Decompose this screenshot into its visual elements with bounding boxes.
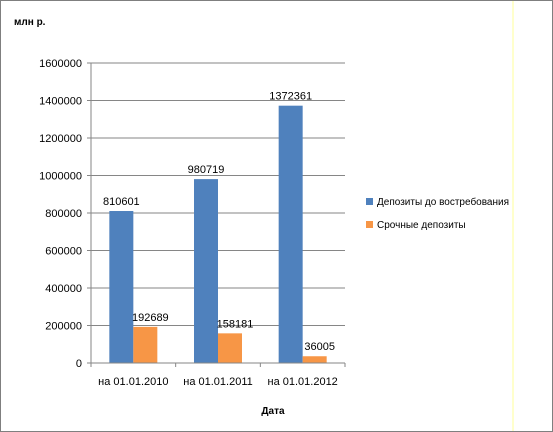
y-tick-labels: 0 200000 400000 600000 800000 1000000 1200000 1…: [39, 58, 91, 370]
bar: [133, 326, 158, 363]
y-axis-title: млн р.: [14, 17, 46, 28]
data-label: 158181: [217, 318, 254, 330]
y-tick-label: 1600000: [39, 58, 82, 70]
legend-label: Срочные депозиты: [377, 220, 466, 231]
y-tick-label: 0: [76, 358, 82, 370]
y-tick-label: 1400000: [39, 96, 82, 108]
x-tick-labels: на 01.01.2010 на 01.01.2011 на 01.01.2012: [90, 363, 346, 388]
bar: [278, 105, 303, 363]
bar: [302, 356, 327, 363]
x-axis-title: Дата: [261, 406, 285, 417]
x-tick-label: на 01.01.2010: [98, 376, 168, 388]
legend-label: Депозиты до востребования: [377, 196, 509, 208]
data-label: 980719: [188, 164, 225, 176]
y-tick-label: 600000: [45, 246, 82, 258]
bar: [218, 333, 242, 363]
legend-swatch: [366, 221, 373, 228]
bar: [194, 179, 218, 363]
data-label: 810601: [103, 196, 140, 208]
data-label: 36005: [304, 341, 335, 353]
data-label: 1372361: [269, 91, 312, 103]
legend: Депозиты до востребования Срочные депозит…: [366, 196, 509, 231]
y-tick-label: 200000: [45, 321, 82, 333]
x-tick-label: на 01.01.2012: [268, 376, 338, 388]
bars: [109, 105, 327, 363]
y-tick-label: 1200000: [39, 133, 82, 145]
data-label: 192689: [132, 312, 169, 324]
data-labels: 810601 192689 980719 158181 1372361 36005: [103, 91, 335, 354]
y-tick-label: 400000: [45, 283, 82, 295]
y-tick-label: 800000: [45, 208, 82, 220]
y-tick-label: 1000000: [39, 171, 82, 183]
legend-swatch: [366, 198, 373, 205]
x-tick-label: на 01.01.2011: [183, 376, 253, 388]
bar: [109, 211, 134, 363]
